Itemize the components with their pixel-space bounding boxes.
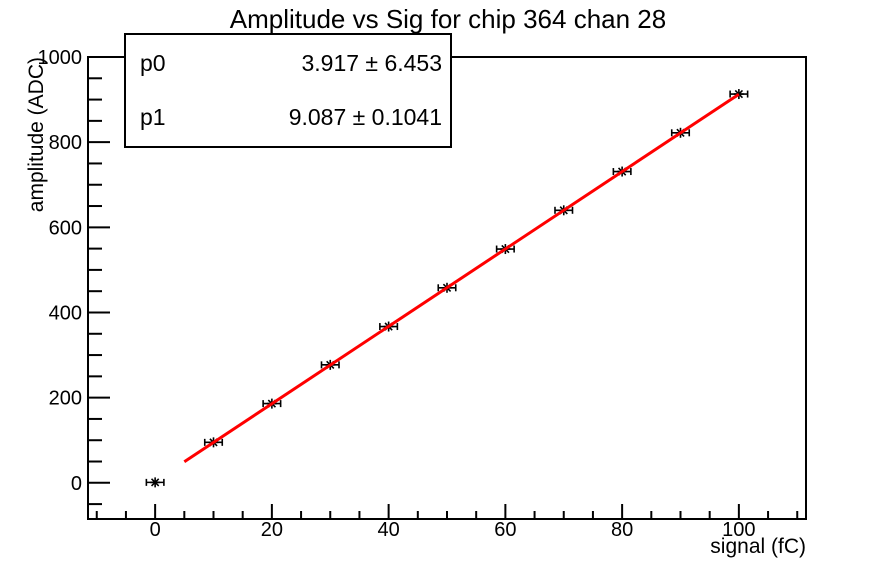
- axis-ticks: [88, 56, 799, 519]
- y-tick-label: 400: [49, 302, 82, 324]
- x-tick-label: 20: [261, 519, 283, 541]
- stat-param-name: p1: [140, 103, 166, 130]
- x-tick-label: 80: [611, 519, 633, 541]
- stat-param-value: 3.917 ± 6.453: [301, 50, 442, 77]
- x-axis-title: signal (fC): [710, 535, 806, 558]
- y-tick-label: 200: [49, 388, 82, 410]
- data-point: [145, 477, 165, 488]
- fit-line: [183, 92, 740, 464]
- y-axis-title: amplitude (ADC): [25, 57, 48, 212]
- stat-param-value: 9.087 ± 0.1041: [288, 103, 442, 130]
- marker-spoke: [150, 478, 160, 487]
- y-tick-label: 1000: [38, 47, 83, 69]
- x-tick-label: 40: [378, 519, 400, 541]
- y-tick-label: 600: [49, 217, 82, 239]
- x-tick-label: 100: [722, 519, 755, 541]
- y-tick-label: 0: [71, 473, 82, 495]
- stat-param-name: p0: [140, 50, 166, 77]
- fit-stats-box: p0 3.917 ± 6.453 p1 9.087 ± 0.1041: [124, 33, 452, 148]
- x-tick-label: 0: [150, 519, 161, 541]
- x-tick-label: 60: [494, 519, 516, 541]
- stat-row-p1: p1 9.087 ± 0.1041: [140, 104, 442, 131]
- stat-row-p0: p0 3.917 ± 6.453: [140, 50, 442, 77]
- y-tick-label: 800: [49, 132, 82, 154]
- chart-title: Amplitude vs Sig for chip 364 chan 28: [229, 4, 667, 34]
- fit-line-segment: [183, 92, 740, 464]
